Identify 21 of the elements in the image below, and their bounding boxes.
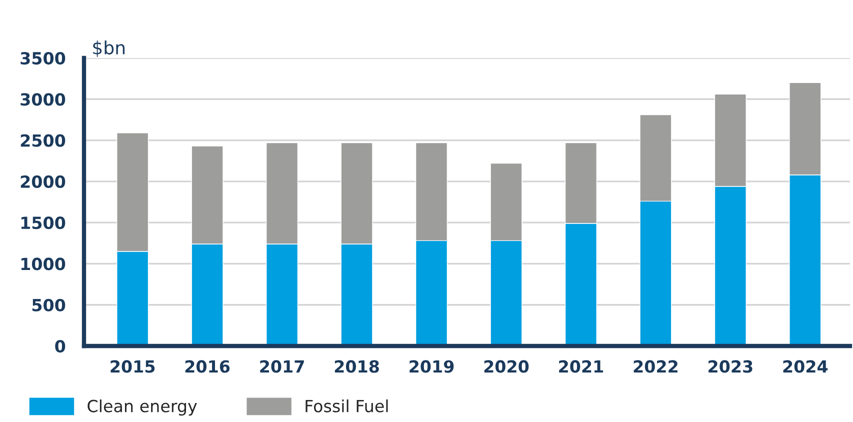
x-tick-label: 2021 [559,360,604,373]
x-tick-label: 2019 [410,360,454,373]
x-tick-label: 2024 [783,360,828,373]
x-tick-label: 2020 [484,360,529,373]
x-tick-label: 2016 [185,360,230,373]
y-tick-label: 2000 [20,175,66,188]
x-tick-label: 2018 [334,360,379,373]
y-tick-label: 500 [32,298,66,312]
x-tick-label: 2015 [110,360,155,373]
y-axis-title: $bn [93,40,125,57]
y-tick-label: 3500 [20,52,66,65]
x-tick-label: 2017 [260,360,304,373]
legend-label: Fossil Fuel [306,399,388,412]
y-tick-label: 3000 [20,93,66,106]
y-tick-label: 1000 [21,258,66,270]
y-tick-label: 0 [55,340,66,353]
y-tick-label: 2500 [20,134,66,147]
y-tick-label: 1500 [21,216,66,230]
x-tick-label: 2023 [708,360,752,373]
x-tick-label: 2022 [634,360,678,373]
legend-label: Clean energy [88,399,197,416]
